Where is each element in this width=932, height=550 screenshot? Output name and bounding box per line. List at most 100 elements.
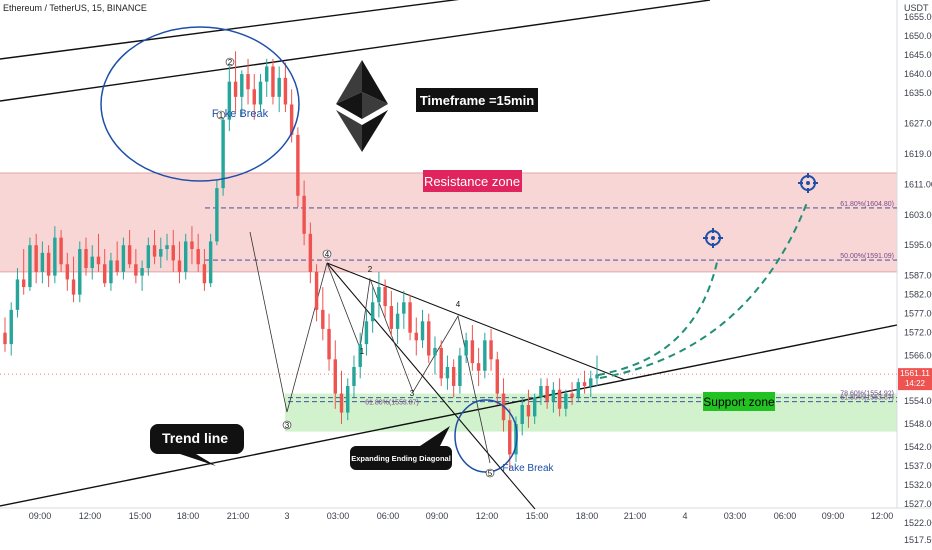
candle-body xyxy=(53,237,57,276)
x-tick-label: 15:00 xyxy=(526,511,549,521)
candle-body xyxy=(127,245,132,265)
candle-body xyxy=(252,89,256,105)
wave-label: 2 xyxy=(228,58,233,67)
x-tick-label: 06:00 xyxy=(774,511,797,521)
wave-path-2 xyxy=(286,262,328,413)
x-tick-label: 18:00 xyxy=(576,511,599,521)
candle-body xyxy=(171,245,175,261)
y-tick-label: 1582.00 xyxy=(904,290,932,300)
y-tick-label: 1635.00 xyxy=(904,88,932,98)
timeframe-label: Timeframe =15min xyxy=(420,93,534,108)
candle-body xyxy=(483,340,487,371)
candle-body xyxy=(146,245,151,269)
x-tick-label: 12:00 xyxy=(871,511,894,521)
projection-curve-1 xyxy=(597,257,719,376)
symbol-header: Ethereum / TetherUS, 15, BINANCE xyxy=(3,3,147,13)
candle-body xyxy=(221,119,225,189)
fib-levels: 61.80%(1604.80) 50.00%(1591.09) 78.60%(155… xyxy=(205,201,897,407)
candle-body xyxy=(532,397,537,417)
resistance-label-box xyxy=(423,170,522,192)
candle-body xyxy=(246,74,250,90)
candle-body xyxy=(476,363,481,371)
wave-labels: 1 2 3 4 1 2 3 4 5 xyxy=(216,57,495,478)
wave-label: 3 xyxy=(285,421,290,430)
candle-body xyxy=(589,378,593,386)
target-icon xyxy=(798,173,818,193)
candle-body xyxy=(564,393,568,409)
currency-label: USDT xyxy=(904,3,929,13)
candle-body xyxy=(283,77,288,105)
candle-body xyxy=(65,264,70,280)
candle-body xyxy=(439,347,443,379)
candle-body xyxy=(389,306,394,329)
candle-body xyxy=(445,366,450,379)
last-price-value: 1561.11 xyxy=(900,368,930,378)
candle-body xyxy=(59,237,63,265)
candle-body xyxy=(265,66,269,82)
y-tick-label: 1595.00 xyxy=(904,240,932,250)
x-tick-label: 12:00 xyxy=(476,511,499,521)
candle-body xyxy=(514,423,518,455)
last-price-badge xyxy=(898,368,932,391)
support-label-box xyxy=(703,392,775,411)
candle-body xyxy=(582,382,587,386)
y-tick-label: 1554.00 xyxy=(904,396,932,406)
y-tick-label: 1566.00 xyxy=(904,351,932,361)
channel-top-line xyxy=(0,0,460,60)
projection-curve-2 xyxy=(599,199,809,379)
candle-body xyxy=(470,340,475,364)
x-tick-label: 03:00 xyxy=(327,511,350,521)
y-tick-label: 1640.00 xyxy=(904,69,932,79)
candle-body xyxy=(352,366,356,386)
candle-body xyxy=(427,321,431,356)
support-zone-label: Support zone xyxy=(703,395,775,409)
candle-body xyxy=(464,340,468,356)
fake-break-label-bottom: Fake Break xyxy=(502,463,554,474)
candle-body xyxy=(539,385,543,398)
x-tick-label: 09:00 xyxy=(426,511,449,521)
y-tick-label: 1655.00 xyxy=(904,12,932,22)
x-tick-label: 03:00 xyxy=(724,511,747,521)
candle-body xyxy=(271,66,275,97)
candle-body xyxy=(46,252,51,276)
price-scale-background xyxy=(897,0,932,550)
candle-body xyxy=(190,241,194,250)
candle-body xyxy=(358,344,362,367)
x-tick-label: 21:00 xyxy=(227,511,250,521)
y-tick-label: 1611.00 xyxy=(904,179,932,189)
wave-label: 3 xyxy=(410,389,415,398)
y-axis-ticks: 1517.50 1522.00 1527.00 1532.00 1537.00 1542.… xyxy=(904,12,932,545)
candle-body xyxy=(433,347,437,356)
wave-path-1 xyxy=(249,231,288,413)
candle-body xyxy=(34,245,38,272)
wave-label: 4 xyxy=(456,300,461,309)
channel-upper-line xyxy=(0,0,711,102)
candle-body xyxy=(557,389,562,409)
candle-body xyxy=(184,241,188,272)
x-tick-label: 09:00 xyxy=(29,511,52,521)
y-tick-label: 1548.00 xyxy=(904,419,932,429)
x-tick-label: 21:00 xyxy=(624,511,647,521)
diagonal-callout xyxy=(350,426,452,470)
candle-body xyxy=(121,245,126,272)
wave-label: 4 xyxy=(325,250,330,259)
candle-body xyxy=(96,256,101,265)
candle-body xyxy=(134,264,138,276)
candle-body xyxy=(159,249,163,257)
candle-body xyxy=(233,81,238,97)
candle-body xyxy=(508,420,512,455)
last-price-countdown: 14:22 xyxy=(905,379,926,388)
candle-body xyxy=(595,374,599,379)
candle-body xyxy=(40,252,45,272)
candle-body xyxy=(84,249,88,269)
y-tick-label: 1627.00 xyxy=(904,119,932,129)
y-tick-label: 1603.00 xyxy=(904,210,932,220)
candle-body xyxy=(152,245,157,257)
fib-level-label: 61.80%(1553.87) xyxy=(365,400,419,407)
x-tick-label: 18:00 xyxy=(177,511,200,521)
candle-body xyxy=(258,81,263,105)
candle-body xyxy=(302,195,306,234)
candle-body xyxy=(520,404,524,424)
candle-body xyxy=(109,260,113,284)
